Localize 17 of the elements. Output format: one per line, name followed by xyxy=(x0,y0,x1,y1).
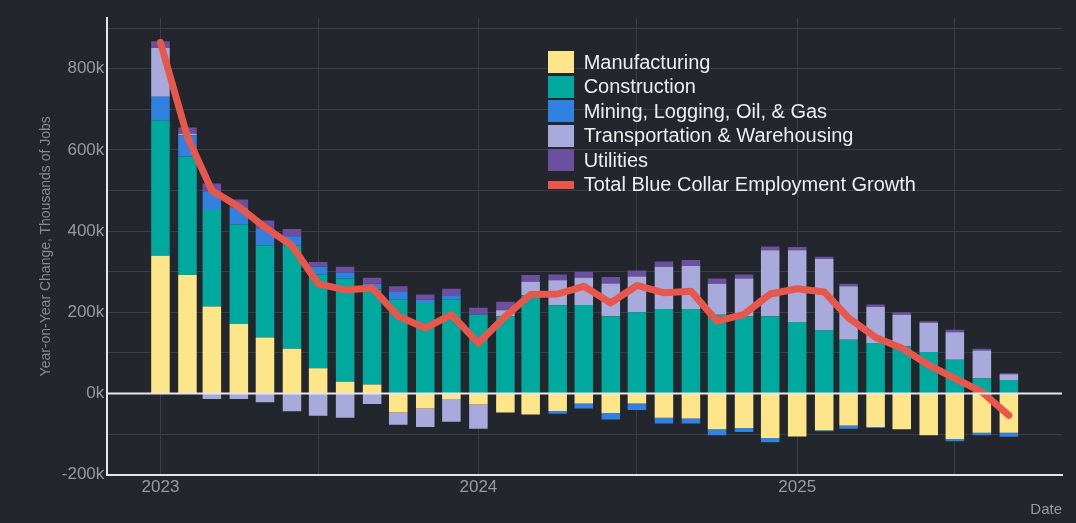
x-tick-label: 2024 xyxy=(459,477,498,497)
y-axis-title: Year-on-Year Change, Thousands of Jobs xyxy=(37,116,54,377)
y-tick-label: 800k xyxy=(67,58,105,78)
legend-label: Utilities xyxy=(583,148,649,172)
x-tick-label: 2023 xyxy=(141,477,180,497)
y-tick-label: 400k xyxy=(67,220,105,240)
legend-label: Manufacturing xyxy=(583,50,711,74)
legend-label: Construction xyxy=(583,75,696,99)
x-tick-label: 2025 xyxy=(778,477,817,497)
y-tick-label: 0k xyxy=(86,383,105,403)
legend-label: Mining, Logging, Oil, & Gas xyxy=(583,99,828,123)
legend-label: Total Blue Collar Employment Growth xyxy=(583,173,916,197)
legend-label: Transportation & Warehousing xyxy=(583,124,854,148)
y-tick-label: 200k xyxy=(67,301,105,321)
y-tick-label: -200k xyxy=(61,464,105,484)
x-axis-title: Date xyxy=(1030,500,1062,518)
y-tick-label: 600k xyxy=(67,139,105,159)
